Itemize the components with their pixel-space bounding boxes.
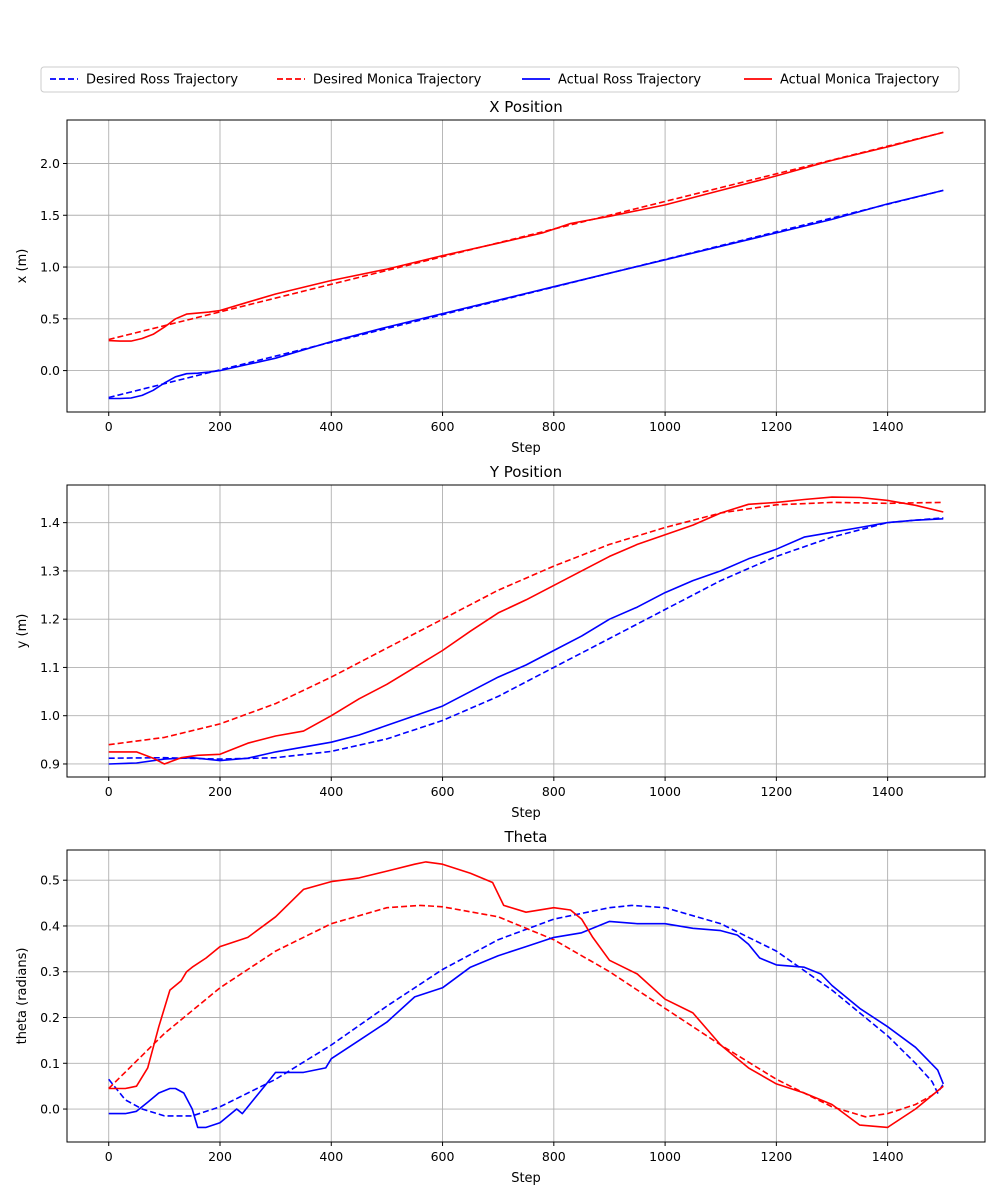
y-tick-label: 0.5	[40, 311, 60, 326]
x-tick-label: 200	[208, 784, 232, 799]
x-axis-label: Step	[511, 806, 541, 821]
legend-label: Actual Monica Trajectory	[780, 73, 940, 88]
grid	[67, 120, 985, 412]
x-tick-label: 600	[431, 419, 455, 434]
y-tick-label: 0.0	[40, 363, 60, 378]
x-tick-label: 200	[208, 1149, 232, 1164]
series-actual-ross-trajectory	[108, 920, 945, 1129]
axes-frame	[66, 849, 986, 1143]
y-axis-label: theta (radians)	[15, 948, 30, 1045]
y-tick-label: 1.5	[40, 208, 60, 223]
y-axis-label: x (m)	[15, 249, 30, 284]
x-tick-label: 1200	[760, 419, 792, 434]
chart-title: Theta	[504, 828, 548, 846]
x-tick-label: 1400	[872, 1149, 904, 1164]
legend-item-desired-monica-trajectory: Desired Monica Trajectory	[277, 73, 482, 88]
x-axis-label: Step	[511, 441, 541, 456]
series-group	[108, 861, 945, 1129]
x-tick-label: 600	[431, 784, 455, 799]
x-tick-label: 400	[319, 1149, 343, 1164]
legend-box	[40, 66, 960, 93]
x-tick-label: 1000	[649, 419, 681, 434]
x-position-panel: 0 200 400 600 800 1000 1200 1400 0.0 0.5 1.0 1.5 2.0…	[15, 98, 986, 456]
x-tick-label: 400	[319, 784, 343, 799]
legend-item-actual-monica-trajectory: Actual Monica Trajectory	[744, 73, 940, 88]
y-tick-label: 1.3	[40, 563, 60, 578]
axes-frame	[66, 119, 986, 413]
y-tick-label: 1.0	[40, 708, 60, 723]
y-position-panel: 0 200 400 600 800 1000 1200 1400 0.9 1.0 1.1 1.2 1.3…	[15, 463, 986, 821]
x-tick-label: 800	[542, 1149, 566, 1164]
y-tick-label: 0.2	[40, 1010, 60, 1025]
y-tick-label: 0.3	[40, 964, 60, 979]
y-tick-label: 1.0	[40, 260, 60, 275]
series-actual-ross-trajectory	[108, 189, 944, 400]
x-axis-label: Step	[511, 1171, 541, 1186]
y-tick-label: 0.4	[40, 918, 60, 933]
series-desired-monica-trajectory	[108, 131, 944, 341]
y-tick-label: 0.5	[40, 873, 60, 888]
y-tick-label: 0.0	[40, 1102, 60, 1117]
legend-label: Actual Ross Trajectory	[558, 73, 701, 88]
y-tick-label: 0.1	[40, 1056, 60, 1071]
x-tick-label: 0	[105, 784, 113, 799]
y-tick-label: 1.4	[40, 515, 60, 530]
y-tick-label: 2.0	[40, 156, 60, 171]
x-tick-label: 1000	[649, 784, 681, 799]
series-desired-ross-trajectory	[108, 517, 944, 760]
legend-label: Desired Ross Trajectory	[86, 73, 238, 88]
axes-frame	[66, 484, 986, 778]
theta-panel: 0 200 400 600 800 1000 1200 1400 0.0 0.1 0.2 0.3 0.4…	[15, 828, 986, 1186]
y-tick-label: 1.2	[40, 612, 60, 627]
x-tick-label: 800	[542, 784, 566, 799]
chart-title: Y Position	[489, 463, 562, 481]
series-actual-monica-trajectory	[108, 496, 944, 765]
series-desired-ross-trajectory	[108, 904, 944, 1117]
x-tick-label: 1200	[760, 1149, 792, 1164]
x-tick-label: 600	[431, 1149, 455, 1164]
legend-item-desired-ross-trajectory: Desired Ross Trajectory	[50, 73, 238, 88]
x-tick-label: 1400	[872, 784, 904, 799]
y-tick-label: 0.9	[40, 756, 60, 771]
series-group	[108, 131, 944, 400]
series-actual-monica-trajectory	[108, 131, 944, 342]
series-desired-monica-trajectory	[108, 501, 944, 746]
x-tick-label: 200	[208, 419, 232, 434]
x-tick-label: 1000	[649, 1149, 681, 1164]
grid	[67, 485, 985, 777]
legend: Desired Ross Trajectory Desired Monica Tr…	[40, 66, 960, 93]
chart-title: X Position	[489, 98, 562, 116]
x-tick-label: 400	[319, 419, 343, 434]
x-tick-label: 0	[105, 419, 113, 434]
grid	[67, 850, 985, 1142]
series-desired-ross-trajectory	[108, 189, 944, 399]
series-group	[108, 496, 944, 765]
series-desired-monica-trajectory	[108, 904, 944, 1118]
x-tick-label: 1400	[872, 419, 904, 434]
series-actual-ross-trajectory	[108, 518, 944, 765]
x-tick-label: 800	[542, 419, 566, 434]
x-tick-label: 1200	[760, 784, 792, 799]
y-tick-label: 1.1	[40, 660, 60, 675]
series-actual-monica-trajectory	[108, 861, 944, 1129]
legend-item-actual-ross-trajectory: Actual Ross Trajectory	[522, 73, 701, 88]
y-axis-label: y (m)	[15, 614, 30, 649]
x-tick-label: 0	[105, 1149, 113, 1164]
legend-label: Desired Monica Trajectory	[313, 73, 482, 88]
